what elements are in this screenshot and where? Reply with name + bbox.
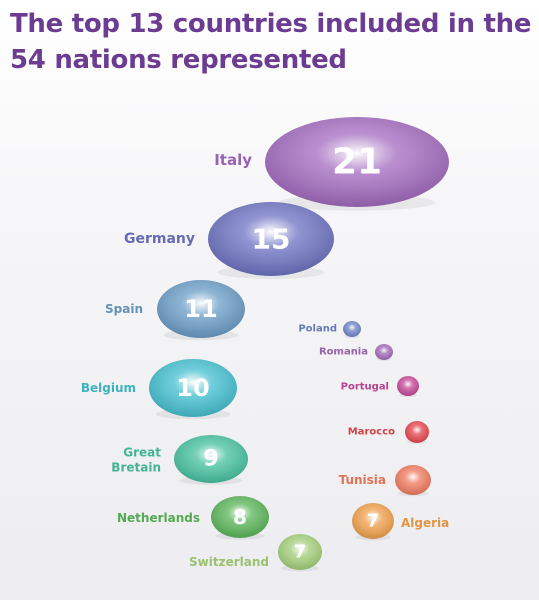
country-label-portugal: Portugal <box>341 382 389 393</box>
bubble-shape-algeria <box>352 503 394 539</box>
bubble-italy: 21 Italy <box>214 117 449 211</box>
bubble-shape-tunisia <box>395 465 431 495</box>
bubble-spain: 11 Spain <box>105 280 245 341</box>
bubble-germany: 15 Germany <box>124 202 334 279</box>
bubble-great-bretain: 9 Great Bretain <box>111 435 248 485</box>
bubble-shape-italy <box>265 117 449 207</box>
country-label-great-bretain: Great Bretain <box>111 446 161 475</box>
bubble-switzerland: 7 Switzerland <box>189 534 322 572</box>
bubble-value-italy: 21 <box>332 142 382 183</box>
bubble-shape-romania <box>375 344 393 360</box>
bubble-value-switzerland: 7 <box>294 542 307 563</box>
country-label-italy: Italy <box>214 151 252 169</box>
bubble-shape-marocco <box>405 421 429 443</box>
bubble-value-great-bretain: 9 <box>203 447 218 472</box>
country-label-algeria: Algeria <box>401 516 449 530</box>
bubble-belgium: 10 Belgium <box>81 359 237 420</box>
bubble-shape-belgium <box>149 359 237 417</box>
bubble-shape-netherlands <box>211 496 269 538</box>
bubble-shape-switzerland <box>278 534 322 570</box>
bubble-shape-spain <box>157 280 245 338</box>
bubble-poland: Poland <box>298 321 361 339</box>
bubble-shape-portugal <box>397 376 419 396</box>
country-label-spain: Spain <box>105 302 143 316</box>
bubble-value-germany: 15 <box>252 223 291 256</box>
bubble-marocco: Marocco <box>348 421 429 444</box>
country-label-germany: Germany <box>124 231 195 247</box>
country-label-romania: Romania <box>319 347 368 358</box>
bubble-value-spain: 11 <box>184 295 217 323</box>
bubble-tunisia: Tunisia <box>339 465 431 497</box>
country-label-tunisia: Tunisia <box>339 473 386 487</box>
bubble-shape-great-bretain <box>174 435 248 483</box>
bubble-shape-germany <box>208 202 334 276</box>
bubble-shape-poland <box>343 321 361 337</box>
bubble-value-belgium: 10 <box>176 374 209 402</box>
bubble-portugal: Portugal <box>341 376 419 397</box>
bubble-netherlands: 8 Netherlands <box>117 496 269 540</box>
chart-title: The top 13 countries included in the 54 … <box>10 9 532 75</box>
country-label-poland: Poland <box>298 324 337 335</box>
country-label-switzerland: Switzerland <box>189 555 269 569</box>
bubble-algeria: 7 Algeria <box>352 503 449 541</box>
country-label-netherlands: Netherlands <box>117 511 200 525</box>
country-label-belgium: Belgium <box>81 381 136 395</box>
country-label-marocco: Marocco <box>348 427 395 438</box>
bubbles-layer: 21 Italy 15 Germany 11 Spain 10 Belgium 9 Great Br… <box>81 117 449 572</box>
bubble-value-netherlands: 8 <box>233 505 247 529</box>
bubble-romania: Romania <box>319 344 393 362</box>
bubble-value-algeria: 7 <box>367 511 380 532</box>
